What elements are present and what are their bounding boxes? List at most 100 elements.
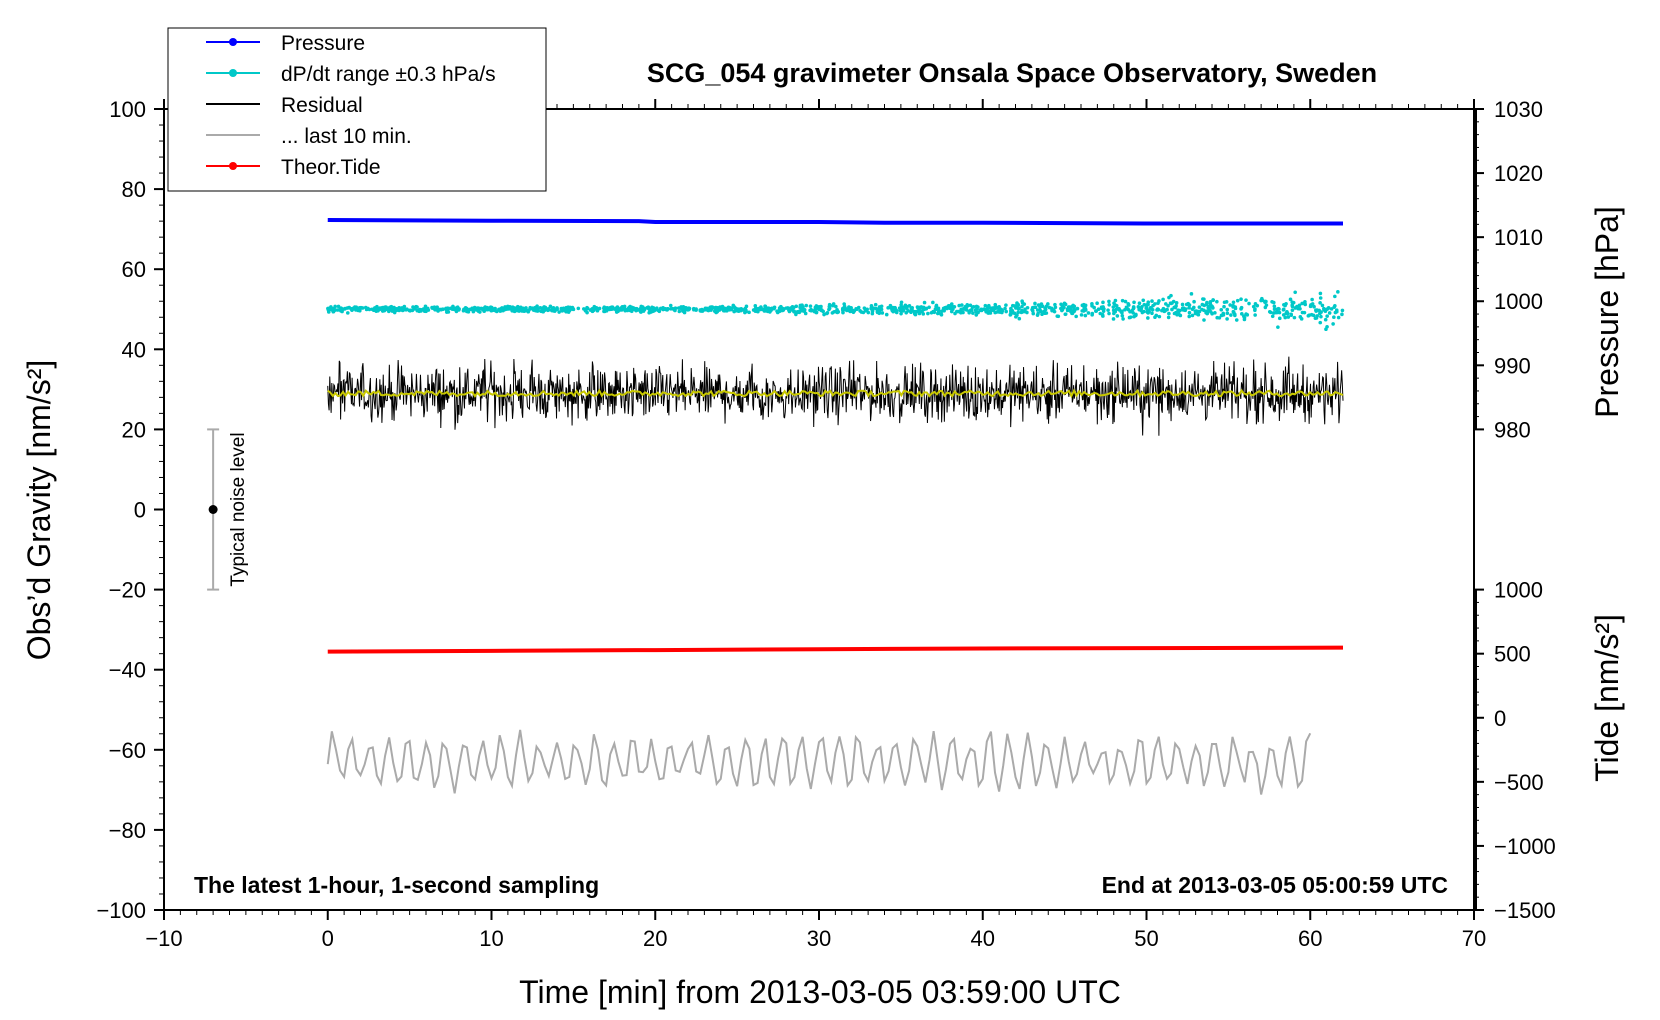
x-tick-label: 50 xyxy=(1134,926,1158,951)
dpdt-point xyxy=(1192,299,1196,304)
dpdt-point xyxy=(934,307,938,311)
dpdt-point xyxy=(1150,311,1154,316)
dpdt-point xyxy=(1012,304,1017,308)
dpdt-point xyxy=(915,305,920,309)
dpdt-point xyxy=(763,304,768,309)
dpdt-point xyxy=(1233,313,1237,318)
x-tick-label: −10 xyxy=(145,926,182,951)
dpdt-point xyxy=(1156,301,1160,305)
dpdt-point xyxy=(397,308,401,313)
series-last-10-min xyxy=(326,729,1312,795)
dpdt-point xyxy=(526,309,531,314)
dpdt-point xyxy=(830,303,835,308)
dpdt-point xyxy=(1318,291,1323,296)
dpdt-point xyxy=(1333,294,1337,299)
dpdt-point xyxy=(540,308,545,313)
dpdt-point xyxy=(1140,310,1145,315)
chart-title: SCG_054 gravimeter Onsala Space Observat… xyxy=(647,58,1377,88)
y-tick-label: −40 xyxy=(109,658,146,683)
dpdt-point xyxy=(446,307,450,312)
dpdt-point xyxy=(789,308,794,312)
dpdt-point xyxy=(737,307,742,311)
dpdt-point xyxy=(638,309,643,314)
dpdt-point xyxy=(1126,302,1131,306)
dpdt-point xyxy=(1011,310,1015,315)
dpdt-point xyxy=(1151,303,1155,308)
dpdt-point xyxy=(1242,317,1247,322)
dpdt-point xyxy=(1008,313,1013,317)
dpdt-point xyxy=(1288,297,1293,302)
dpdt-point xyxy=(464,306,469,311)
dpdt-point xyxy=(1187,303,1192,307)
dpdt-point xyxy=(1297,303,1302,308)
dpdt-point xyxy=(1272,304,1277,309)
dpdt-point xyxy=(1150,299,1154,303)
dpdt-point xyxy=(720,304,725,309)
dpdt-point xyxy=(1296,306,1301,311)
dpdt-point xyxy=(1128,315,1133,319)
dpdt-point xyxy=(753,304,758,308)
dpdt-point xyxy=(1157,314,1162,319)
dpdt-point xyxy=(632,307,637,312)
dpdt-point xyxy=(801,305,805,309)
dpdt-point xyxy=(726,305,731,310)
dpdt-point xyxy=(402,304,407,309)
dpdt-point xyxy=(1260,296,1264,301)
dpdt-point xyxy=(1275,310,1280,315)
dpdt-point xyxy=(720,307,725,312)
dpdt-point xyxy=(842,307,847,312)
dpdt-point xyxy=(1229,313,1233,317)
dpdt-point xyxy=(1253,307,1257,311)
dpdt-point xyxy=(1215,299,1219,304)
dpdt-point xyxy=(1134,312,1138,317)
dpdt-point xyxy=(597,306,602,311)
dpdt-point xyxy=(899,303,903,307)
dpdt-point xyxy=(364,307,369,312)
dpdt-point xyxy=(455,305,460,309)
dpdt-point xyxy=(949,302,954,306)
dpdt-point xyxy=(973,308,978,312)
y-tick-label: 0 xyxy=(134,498,146,523)
dpdt-point xyxy=(1070,304,1074,309)
dpdt-point xyxy=(1096,307,1101,312)
dpdt-point xyxy=(1142,302,1147,307)
dpdt-point xyxy=(801,309,806,313)
dpdt-point xyxy=(1281,313,1286,317)
dpdt-point xyxy=(1090,313,1094,317)
dpdt-point xyxy=(1225,311,1230,316)
dpdt-point xyxy=(542,305,546,309)
y-tick-label: 60 xyxy=(122,257,146,282)
dpdt-point xyxy=(1060,308,1064,313)
dpdt-point xyxy=(1310,297,1314,302)
dpdt-point xyxy=(1015,306,1020,310)
tide-tick-label: 1000 xyxy=(1494,578,1543,603)
dpdt-point xyxy=(901,309,905,313)
dpdt-point xyxy=(1211,298,1215,303)
dpdt-point xyxy=(1111,317,1116,321)
dpdt-point xyxy=(1336,315,1341,320)
legend-label: Pressure xyxy=(281,32,365,55)
dpdt-point xyxy=(970,305,975,310)
dpdt-point xyxy=(1333,310,1338,315)
dpdt-point xyxy=(1253,313,1257,317)
dpdt-point xyxy=(648,309,652,313)
dpdt-point xyxy=(1303,299,1307,304)
dpdt-point xyxy=(1190,313,1195,318)
dpdt-point xyxy=(692,307,696,312)
dpdt-point xyxy=(1120,309,1124,313)
dpdt-point xyxy=(1033,301,1037,306)
dpdt-point xyxy=(1242,314,1246,319)
dpdt-point xyxy=(922,300,927,305)
y-tick-label: −20 xyxy=(109,578,146,603)
dpdt-point xyxy=(743,310,747,315)
dpdt-point xyxy=(935,311,940,316)
dpdt-point xyxy=(910,305,915,310)
dpdt-point xyxy=(555,307,559,312)
dpdt-point xyxy=(1270,299,1274,304)
legend: Pressure dP/dt range ±0.3 hPa/s Residual..… xyxy=(167,27,547,192)
dpdt-point xyxy=(1123,299,1128,304)
legend-label: Residual xyxy=(281,94,363,117)
dpdt-point xyxy=(546,308,550,313)
dpdt-point xyxy=(392,305,396,310)
dpdt-point xyxy=(808,308,812,313)
